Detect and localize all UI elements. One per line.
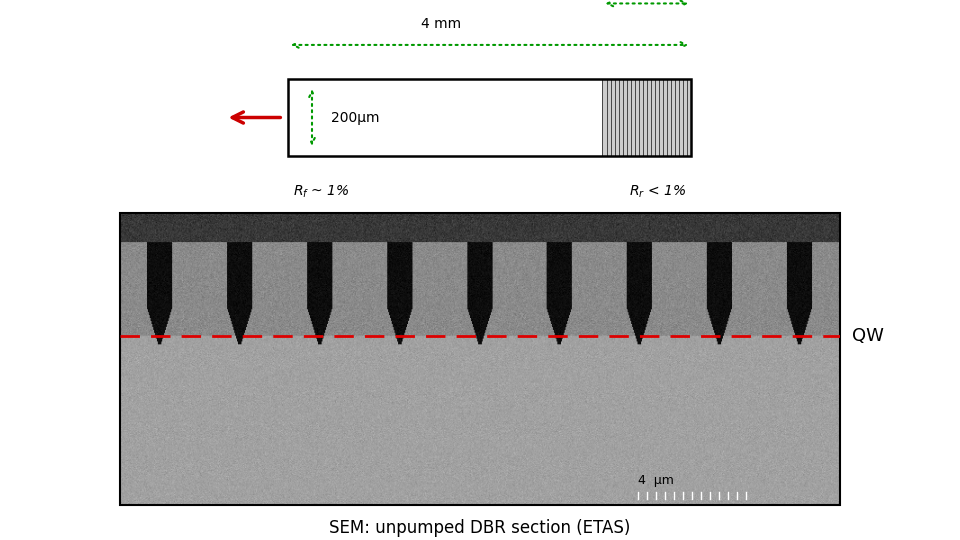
Text: QW: QW [852,327,883,345]
Text: $R_f$ ~ 1%: $R_f$ ~ 1% [293,183,349,200]
Text: $R_r$ < 1%: $R_r$ < 1% [629,183,686,200]
Bar [288,79,691,156]
Bar [603,79,691,156]
Text: 4 mm: 4 mm [421,17,461,31]
Text: 4  μm: 4 μm [638,475,674,488]
Text: SEM: unpumped DBR section (ETAS): SEM: unpumped DBR section (ETAS) [329,519,631,537]
Text: 200μm: 200μm [331,111,380,125]
